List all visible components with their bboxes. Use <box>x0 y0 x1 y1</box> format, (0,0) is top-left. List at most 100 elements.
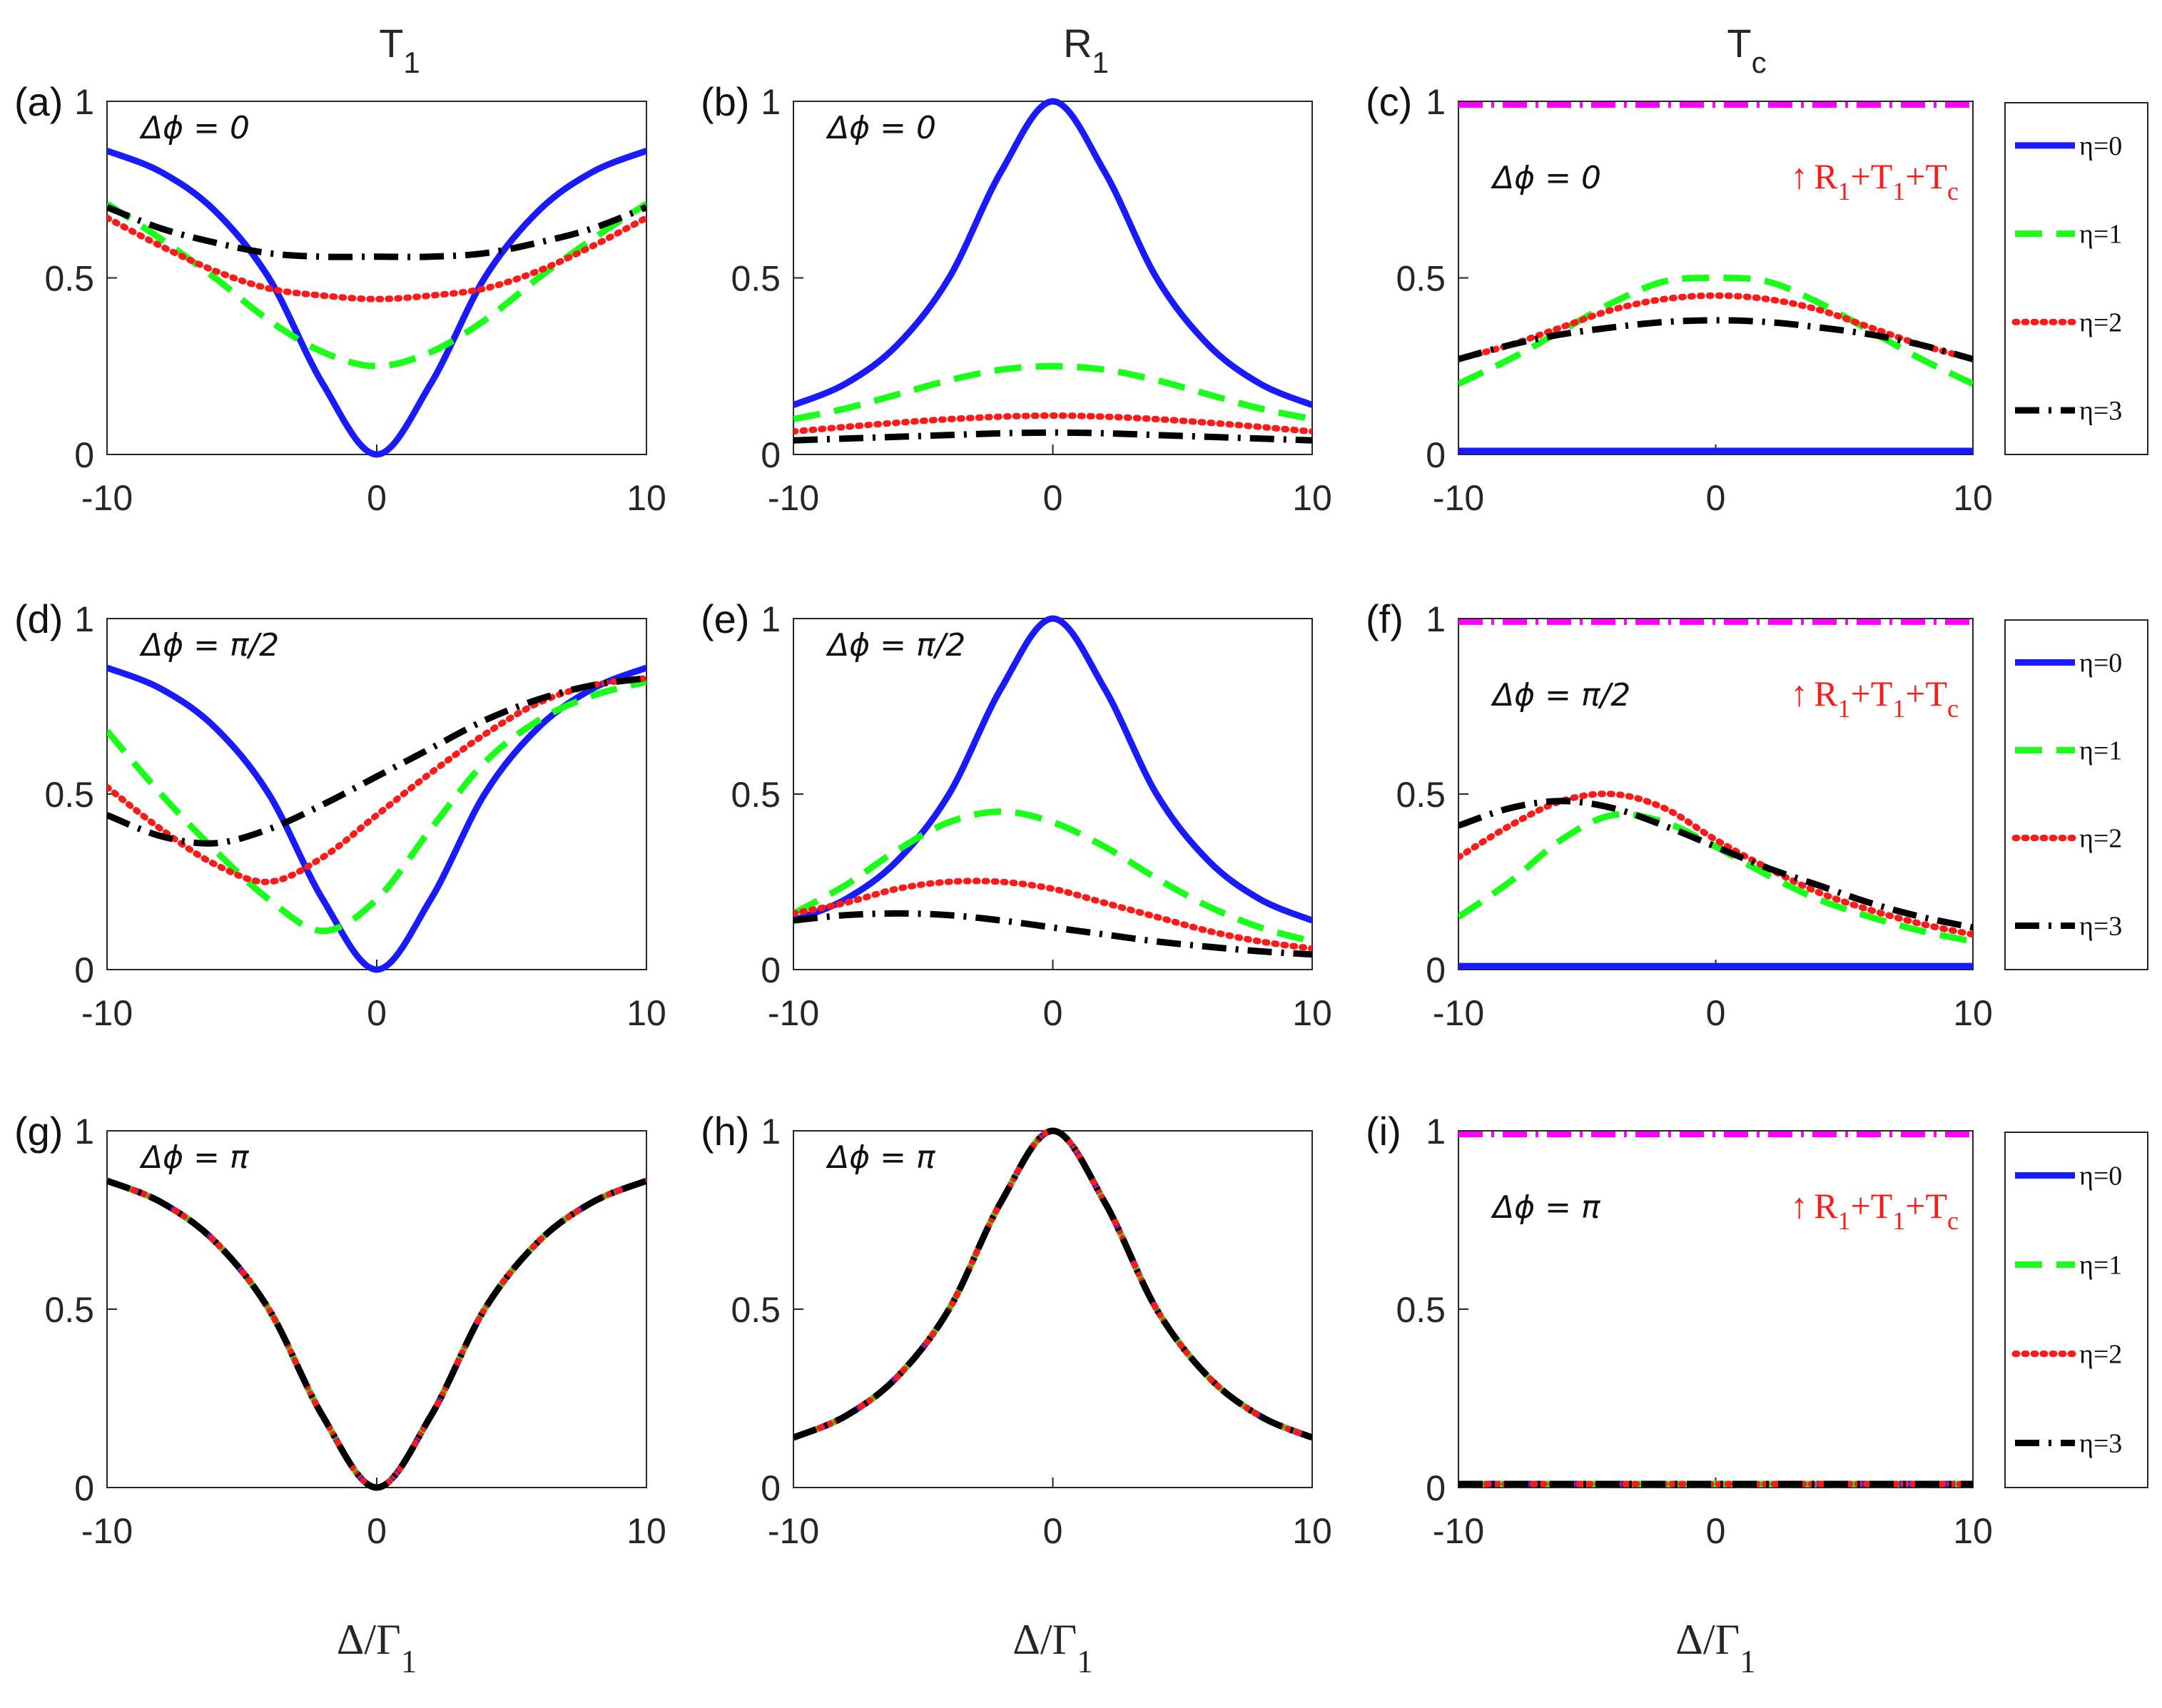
sum-term-subscript: 1 <box>1892 694 1905 723</box>
legend-label: η=3 <box>2079 396 2122 426</box>
x-tick-label: 0 <box>1043 993 1063 1033</box>
y-tick-label: 0 <box>1426 950 1446 990</box>
y-tick-label: 1 <box>74 599 94 639</box>
series-line-eta2 <box>1458 791 1973 938</box>
plot-area <box>793 1130 1313 1488</box>
y-tick-label: 0.5 <box>731 259 781 299</box>
x-tick-label: 0 <box>1706 1511 1726 1551</box>
y-tick-label: 0 <box>1426 435 1446 475</box>
sum-term-subscript: 1 <box>1838 1206 1851 1235</box>
plot-area <box>106 618 647 970</box>
legend: η=0 η=1 η=2 η=3 <box>2004 619 2148 970</box>
phase-annotation: Δϕ = π/2 <box>826 627 965 664</box>
legend-box <box>2004 102 2148 455</box>
legend-label: η=0 <box>2079 1161 2122 1191</box>
x-tick-label: 10 <box>1292 993 1332 1033</box>
y-tick-label: 0 <box>1426 1468 1446 1508</box>
y-tick-label: 0 <box>74 950 94 990</box>
series-line-eta3 <box>107 675 646 847</box>
sum-term: +T <box>1905 673 1947 713</box>
plot-area <box>106 101 647 455</box>
y-tick-label: 0.5 <box>44 259 94 299</box>
sum-term-subscript: 1 <box>1838 694 1851 723</box>
sum-term: R <box>1814 156 1838 196</box>
legend-label: η=0 <box>2079 131 2122 161</box>
series-line-eta0 <box>793 615 1312 924</box>
y-tick-label: 0.5 <box>1396 259 1446 299</box>
y-tick-label: 0.5 <box>731 775 781 815</box>
y-tick-label: 0.5 <box>44 775 94 815</box>
sum-term: +T <box>1851 156 1893 196</box>
x-axis-label: Δ/Γ1 <box>1675 1616 1755 1679</box>
series-line-eta2 <box>107 214 646 303</box>
legend-box <box>2004 1132 2148 1488</box>
series-line-eta1 <box>793 808 1312 945</box>
panel-label: (i) <box>1366 1109 1401 1154</box>
sum-label: ↑ R1+T1+Tc <box>1790 673 1959 723</box>
series-line-eta3 <box>793 910 1312 958</box>
series-line-eta2 <box>1458 292 1973 362</box>
x-tick-label: -10 <box>1433 993 1484 1033</box>
x-axis-label-main: Δ/Γ <box>1013 1616 1077 1663</box>
x-axis-label-main: Δ/Γ <box>337 1616 401 1663</box>
legend-label: η=1 <box>2079 1251 2122 1281</box>
x-axis-label: Δ/Γ1 <box>337 1616 417 1679</box>
plot-area <box>1458 618 1974 970</box>
legend-label: η=1 <box>2079 220 2122 250</box>
column-title-2-subscript: 1 <box>1092 46 1109 79</box>
y-tick-label: 0.5 <box>1396 1290 1446 1330</box>
plot-area <box>106 1130 647 1488</box>
x-tick-label: -10 <box>81 478 133 518</box>
phase-annotation: Δϕ = 0 <box>826 110 936 146</box>
legend-label: η=2 <box>2079 1340 2122 1370</box>
column-title-3-subscript: c <box>1752 46 1767 79</box>
series-line-eta3 <box>107 204 646 260</box>
sum-term: R <box>1814 673 1838 713</box>
legend: η=0 η=1 η=2 η=3 <box>2004 102 2148 455</box>
phase-annotation: Δϕ = π/2 <box>1491 677 1630 713</box>
sum-term: +T <box>1905 156 1947 196</box>
series-line-eta1 <box>107 678 646 935</box>
y-tick-label: 1 <box>74 1112 94 1152</box>
x-tick-label: 0 <box>1043 1511 1063 1551</box>
column-title-3-main: T <box>1727 21 1751 66</box>
column-title-3: Tc <box>1727 21 1766 79</box>
sum-arrow: ↑ <box>1790 673 1808 713</box>
series-line-eta1 <box>793 362 1312 422</box>
sum-term: +T <box>1851 673 1893 713</box>
column-title-2: R1 <box>1063 21 1109 79</box>
x-tick-label: 10 <box>1292 1511 1332 1551</box>
series-line-eta2 <box>793 412 1312 435</box>
plot-area <box>793 618 1313 970</box>
sum-term: +T <box>1905 1186 1947 1226</box>
sum-label: ↑ R1+T1+Tc <box>1790 1186 1959 1235</box>
series-line-eta0 <box>107 664 646 973</box>
phase-annotation: Δϕ = 0 <box>1491 160 1601 196</box>
y-tick-label: 1 <box>761 599 781 639</box>
series-line-eta0 <box>793 98 1312 408</box>
x-tick-label: 0 <box>367 993 387 1033</box>
x-tick-label: -10 <box>768 1511 819 1551</box>
x-tick-label: 10 <box>1953 993 1993 1033</box>
series-line-eta0 <box>107 148 646 458</box>
x-tick-label: -10 <box>768 478 819 518</box>
y-tick-label: 0 <box>761 1468 781 1508</box>
y-tick-label: 0 <box>74 435 94 475</box>
x-tick-label: 10 <box>626 478 666 518</box>
column-title-1-subscript: 1 <box>403 46 420 79</box>
sum-term: R <box>1814 1186 1838 1226</box>
phase-annotation: Δϕ = π <box>826 1139 936 1176</box>
x-tick-label: 10 <box>1953 478 1993 518</box>
plot-area <box>793 101 1313 455</box>
y-tick-label: 0.5 <box>44 1290 94 1330</box>
panel-label: (a) <box>14 79 63 124</box>
x-tick-label: -10 <box>81 993 133 1033</box>
phase-annotation: Δϕ = 0 <box>139 110 250 146</box>
sum-term-subscript: 1 <box>1892 1206 1905 1235</box>
panel-label: (d) <box>14 596 63 641</box>
x-tick-label: -10 <box>1433 1511 1484 1551</box>
